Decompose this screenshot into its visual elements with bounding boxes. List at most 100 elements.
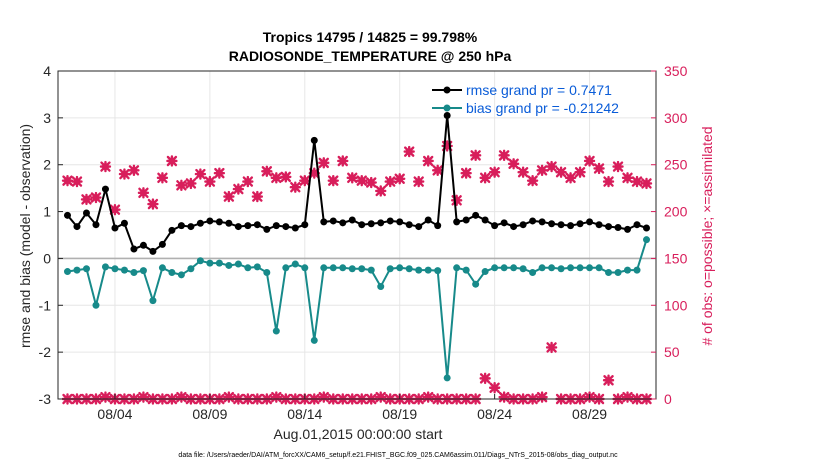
y-right-tick-label: 350 (664, 63, 688, 79)
bias-point (510, 264, 518, 272)
obs-assimilated-point (128, 164, 140, 177)
rmse-point (120, 219, 128, 227)
rmse-point (101, 185, 109, 193)
bias-point (92, 301, 100, 309)
obs-assimilated-point (431, 164, 444, 177)
obs-high-markers (61, 140, 653, 216)
bias-point (472, 280, 480, 288)
obs-assimilated-point (270, 172, 283, 184)
obs-low-point (545, 341, 558, 354)
obs-assimilated-point (422, 155, 434, 167)
obs-assimilated-point (280, 171, 292, 183)
bias-point (405, 265, 413, 273)
bias-point (196, 257, 204, 265)
obs-assimilated-point (498, 149, 510, 162)
obs-assimilated-point (612, 160, 624, 173)
rmse-point (624, 225, 632, 233)
bias-point (614, 268, 622, 276)
rmse-point (586, 218, 594, 226)
obs-assimilated-point (346, 172, 358, 184)
y-left-tick-label: -2 (39, 344, 52, 360)
bias-point (339, 264, 347, 272)
y-right-tick-label: 50 (664, 344, 680, 360)
rmse-point (538, 218, 546, 226)
bias-point (244, 264, 252, 272)
obs-assimilated-point (232, 183, 245, 195)
rmse-point (244, 222, 252, 230)
rmse-point (139, 241, 147, 249)
obs-low-point (223, 391, 235, 403)
y-left-tick-label: 0 (43, 250, 51, 266)
obs-assimilated-point (412, 175, 425, 188)
rmse-point (595, 221, 603, 229)
x-tick-label: 08/09 (192, 406, 227, 422)
obs-low-point (99, 391, 112, 403)
bias-point (149, 297, 157, 305)
legend: rmse grand pr = 0.7471 bias grand pr = -… (432, 82, 619, 116)
chart-subtitle: RADIOSONDE_TEMPERATURE @ 250 hPa (229, 48, 512, 64)
rmse-point (557, 221, 565, 229)
rmse-point (225, 219, 233, 227)
obs-assimilated-point (90, 191, 102, 204)
bias-point (282, 264, 290, 272)
obs-assimilated-point (631, 175, 643, 188)
data-file-footer: data file: /Users/raeder/DAI/ATM_forcXX/… (178, 452, 618, 459)
chart-title: Tropics 14795 / 14825 = 99.798% (263, 29, 478, 45)
y-left-tick-label: 2 (43, 157, 51, 173)
obs-assimilated-point (147, 198, 159, 210)
rmse-point (130, 245, 138, 253)
rmse-series (63, 112, 651, 255)
bias-point (491, 264, 499, 272)
grid-lines (58, 70, 656, 400)
x-tick-label: 08/19 (382, 406, 417, 422)
bias-point (576, 264, 584, 272)
bias-point (386, 265, 394, 273)
legend-rmse-label: rmse grand pr = 0.7471 (466, 82, 612, 98)
y-left-tick-label: 3 (43, 110, 51, 126)
obs-assimilated-point (166, 155, 178, 167)
bias-point (481, 268, 489, 276)
rmse-point (462, 216, 470, 224)
y-axis-left-label: rmse and bias (model - observation) (17, 124, 33, 348)
y-right-tick-label: 150 (664, 250, 688, 266)
obs-assimilated-point (327, 174, 339, 187)
rmse-point (168, 226, 176, 234)
x-tick-label: 08/14 (287, 406, 322, 422)
bias-point (177, 271, 185, 279)
obs-assimilated-point (640, 177, 653, 190)
x-tick-label: 08/24 (477, 406, 512, 422)
obs-assimilated-point (526, 174, 539, 187)
y-left-tick-label: -3 (39, 391, 52, 407)
bias-point (434, 267, 442, 275)
bias-point (424, 266, 432, 274)
bias-point (624, 266, 632, 274)
obs-assimilated-point (118, 168, 131, 180)
bias-point (548, 264, 556, 272)
rmse-point (82, 209, 90, 217)
obs-assimilated-point (356, 174, 368, 187)
obs-low-point (422, 391, 434, 403)
obs-assimilated-point (194, 168, 207, 180)
obs-assimilated-point (583, 155, 596, 167)
rmse-point (301, 221, 309, 229)
rmse-point (453, 218, 461, 226)
bias-point (130, 268, 138, 276)
obs-low-point (602, 374, 615, 386)
rmse-point (367, 220, 375, 228)
obs-assimilated-point (394, 173, 406, 185)
bias-point (377, 283, 385, 291)
rmse-point (63, 211, 71, 219)
rmse-point (633, 221, 641, 229)
rmse-point (491, 222, 499, 230)
rmse-point (377, 219, 385, 227)
obs-assimilated-point (621, 172, 634, 184)
rmse-point (605, 223, 613, 231)
bias-point (206, 259, 214, 267)
bias-point (301, 264, 309, 272)
bias-point (415, 266, 423, 274)
obs-assimilated-point (593, 162, 605, 175)
rmse-point (576, 220, 584, 228)
rmse-point (320, 218, 328, 226)
x-tick-label: 08/04 (97, 406, 132, 422)
